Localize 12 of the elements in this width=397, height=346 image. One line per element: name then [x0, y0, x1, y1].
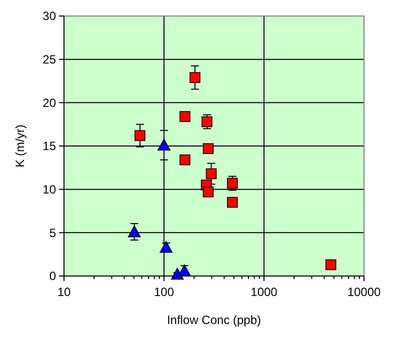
- x-tick-label: 10000: [347, 285, 382, 299]
- x-axis-title: Inflow Conc (ppb): [166, 313, 262, 327]
- y-tick-label: 15: [42, 139, 56, 154]
- y-tick-label: 30: [42, 9, 56, 24]
- y-axis-title: K (m/yr): [13, 124, 27, 168]
- y-tick-label: 10: [42, 182, 56, 197]
- y-tick-label: 0: [49, 269, 56, 284]
- x-tick-label: 100: [154, 285, 174, 299]
- x-tick-label: 1000: [250, 285, 278, 299]
- y-tick-label: 20: [42, 96, 56, 110]
- y-tick-label: 5: [49, 226, 56, 240]
- y-tick-label: 25: [42, 52, 56, 67]
